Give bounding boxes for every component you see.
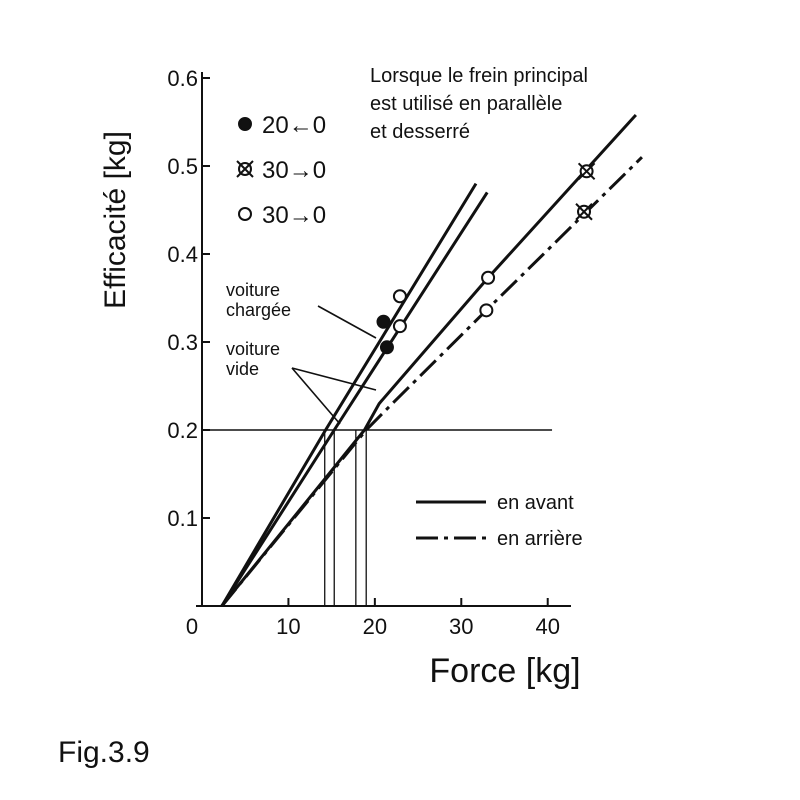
legend-label: 30→0 — [262, 157, 326, 184]
line — [220, 182, 478, 607]
x-axis-label: Force [kg] — [429, 652, 580, 690]
arrow — [317, 305, 377, 339]
marker — [376, 314, 391, 329]
marker — [238, 117, 252, 131]
line — [220, 156, 643, 607]
marker — [379, 340, 394, 355]
y-tick-label: 0.6 — [167, 66, 198, 91]
marker — [577, 162, 596, 180]
line — [220, 191, 489, 607]
marker — [575, 203, 593, 221]
note-line: et desserré — [370, 121, 470, 143]
annotation: voiture — [226, 339, 280, 359]
legend-label: en avant — [497, 492, 574, 514]
marker — [479, 303, 494, 318]
arrow — [291, 367, 341, 425]
note: Lorsque le frein principal est utilisé e… — [370, 65, 588, 143]
y-tick-label: 0.1 — [167, 506, 198, 531]
x-tick-label: 0 — [186, 614, 198, 639]
y-tick-label: 0.5 — [167, 154, 198, 179]
note-line: est utilisé en parallèle — [370, 93, 562, 115]
x-tick-label: 20 — [363, 614, 387, 639]
annotation-arrows — [291, 305, 377, 425]
y-axis-label: Efficacité [kg] — [99, 131, 132, 309]
marker — [392, 319, 407, 334]
marker — [238, 207, 252, 221]
annotation: voiture — [226, 280, 280, 300]
x-tick-label: 10 — [276, 614, 300, 639]
marker — [392, 289, 407, 304]
y-tick-label: 0.2 — [167, 418, 198, 443]
marker — [236, 160, 254, 178]
annotation: chargée — [226, 300, 291, 320]
legend-label: 20←0 — [262, 112, 326, 139]
caption: Fig.3.9 — [58, 736, 150, 769]
marker — [481, 270, 496, 285]
y-tick-label: 0.4 — [167, 242, 198, 267]
x-tick-label: 40 — [535, 614, 559, 639]
legend-label: 30→0 — [262, 202, 326, 229]
legend-label: en arrière — [497, 528, 583, 550]
line — [220, 113, 637, 607]
x-tick-label: 30 — [449, 614, 473, 639]
annotation: vide — [226, 359, 259, 379]
y-tick-label: 0.3 — [167, 330, 198, 355]
note-line: Lorsque le frein principal — [370, 65, 588, 87]
